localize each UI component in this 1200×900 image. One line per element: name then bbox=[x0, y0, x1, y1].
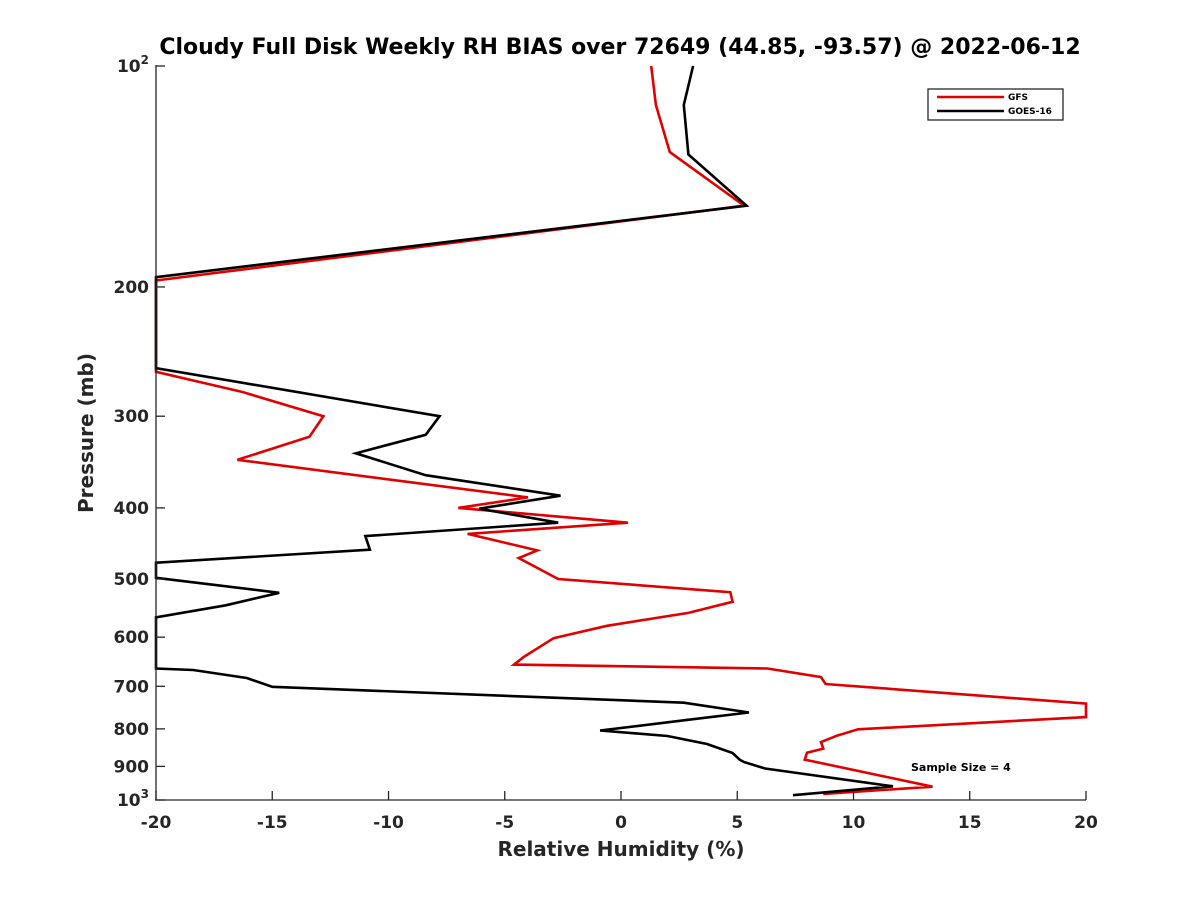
x-tick-label: -10 bbox=[373, 813, 404, 833]
x-tick-label: 5 bbox=[731, 813, 743, 833]
series-line-goes16 bbox=[154, 65, 894, 797]
y-tick-label: 500 bbox=[114, 570, 150, 590]
plot-area: -20 -15 -10 -5 0 5 10 15 20 102 200 300 400 500 600 70… bbox=[114, 53, 1098, 833]
chart-title: Cloudy Full Disk Weekly RH BIAS over 726… bbox=[159, 35, 1080, 60]
y-tick-label: 400 bbox=[114, 499, 150, 519]
legend: GFS GOES-16 bbox=[927, 88, 1064, 121]
y-tick-label: 900 bbox=[114, 757, 150, 777]
x-tick-label: 15 bbox=[958, 813, 982, 833]
y-tick-label: 300 bbox=[114, 407, 150, 427]
y-ticks: 102 200 300 400 500 600 700 800 900 103 bbox=[114, 53, 165, 811]
legend-box bbox=[927, 88, 1064, 121]
y-tick-label: 700 bbox=[114, 677, 150, 697]
x-ticks: -20 -15 -10 -5 0 5 10 15 20 bbox=[141, 791, 1098, 833]
x-tick-label: -5 bbox=[495, 813, 514, 833]
x-tick-label: 10 bbox=[842, 813, 866, 833]
x-tick-label: 20 bbox=[1074, 813, 1098, 833]
sample-size-annotation: Sample Size = 4 bbox=[911, 761, 1011, 774]
legend-label-gfs: GFS bbox=[1008, 93, 1028, 103]
x-tick-label: 0 bbox=[615, 813, 627, 833]
x-tick-label: -20 bbox=[141, 813, 172, 833]
y-tick-label: 200 bbox=[114, 278, 150, 298]
x-axis-label: Relative Humidity (%) bbox=[497, 837, 744, 861]
y-tick-label: 800 bbox=[114, 720, 150, 740]
y-tick-label: 102 bbox=[117, 53, 149, 77]
x-tick-label: -15 bbox=[257, 813, 288, 833]
y-tick-label: 600 bbox=[114, 628, 150, 648]
series-group bbox=[154, 65, 1088, 797]
series-line-gfs bbox=[154, 65, 1088, 796]
legend-label-goes16: GOES-16 bbox=[1008, 107, 1052, 117]
y-tick-label: 103 bbox=[117, 787, 149, 811]
y-axis-label: Pressure (mb) bbox=[74, 353, 98, 513]
plot-background bbox=[156, 66, 1086, 800]
